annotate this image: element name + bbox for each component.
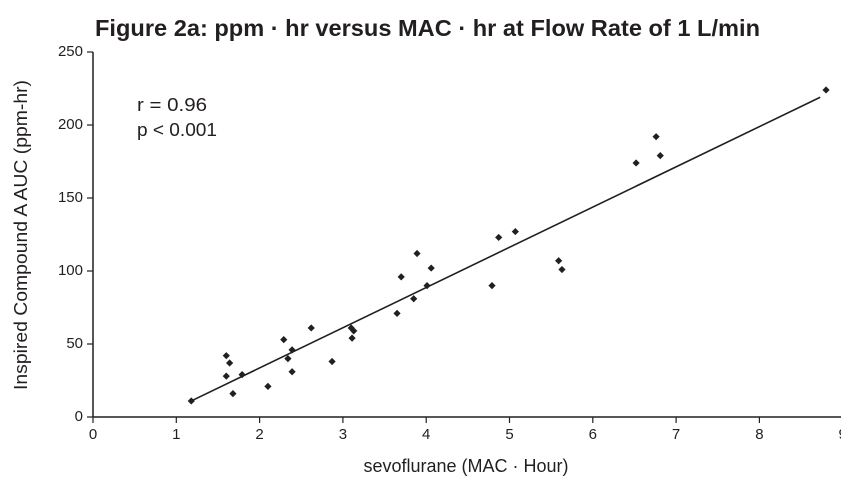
data-point [558,265,566,274]
data-point [632,159,640,167]
y-tick-label: 100 [58,262,83,279]
data-point [410,295,418,303]
data-point [652,133,660,141]
y-tick-label: 50 [66,335,83,352]
x-axis-label: sevoflurane (MAC · Hour) [363,456,568,476]
trend-line [190,96,821,402]
data-point [555,257,563,265]
x-tick-label: 2 [255,426,263,443]
data-point [822,86,830,94]
x-tick-label: 6 [589,426,597,443]
data-point [397,273,405,281]
x-tick-label: 8 [755,426,763,443]
x-tick-label: 7 [672,426,680,443]
data-point [350,327,358,335]
y-tick-label: 0 [75,408,83,425]
annotation: r = 0.96 [137,95,207,115]
data-point [427,264,435,272]
y-tick-label: 250 [58,43,83,60]
y-tick-label: 150 [58,189,83,206]
data-point [222,372,230,380]
data-point [284,355,292,363]
annotation: p < 0.001 [137,120,217,140]
data-point [656,152,664,160]
data-point [495,233,503,242]
data-point [288,346,296,354]
data-point [511,227,519,236]
data-point [413,249,421,258]
data-point [307,324,315,332]
x-tick-label: 5 [505,426,513,443]
y-tick-label: 200 [58,116,83,133]
data-point [264,382,272,390]
data-point [328,357,336,366]
y-axis-label: Inspired Compound A AUC (ppm-hr) [11,80,31,390]
x-tick-label: 0 [89,426,97,443]
x-tick-label: 4 [422,426,430,443]
chart-title: Figure 2a: ppm · hr versus MAC · hr at F… [95,15,760,41]
data-point [488,282,496,290]
data-point [280,336,288,344]
data-point [393,309,401,317]
x-tick-label: 1 [172,426,180,443]
data-point [238,371,246,379]
data-point [229,390,237,398]
x-tick-label: 9 [839,426,841,443]
data-point [288,368,296,376]
data-point [423,282,431,290]
data-point [222,352,230,360]
data-point [226,359,234,367]
data-point [348,334,356,342]
x-tick-label: 3 [339,426,347,443]
